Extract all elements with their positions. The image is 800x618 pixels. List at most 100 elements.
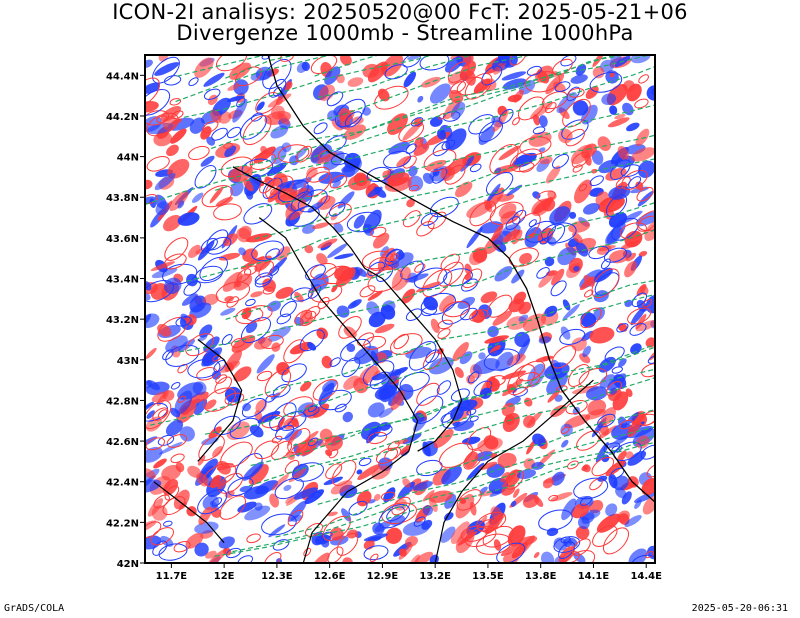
divergence-contour-line: [334, 403, 347, 413]
divergence-contour-negative: [145, 59, 153, 69]
divergence-contour-line: [361, 250, 394, 270]
divergence-contour-line: [478, 120, 503, 143]
divergence-contour-positive: [591, 168, 598, 174]
divergence-contour-line: [604, 346, 625, 363]
divergence-contour-negative: [462, 436, 481, 445]
divergence-contour-positive: [353, 377, 369, 394]
y-tick-label: 43.2N: [106, 315, 139, 326]
divergence-contour-line: [306, 166, 330, 183]
divergence-contour-positive: [595, 191, 609, 206]
divergence-contour-line: [628, 176, 642, 189]
divergence-contour-line: [194, 265, 224, 284]
divergence-contour-negative: [407, 175, 424, 192]
x-tick-label: 12E: [214, 571, 235, 582]
divergence-contour-line: [475, 533, 512, 555]
divergence-contour-line: [283, 339, 306, 364]
divergence-contour-line: [329, 357, 341, 367]
divergence-contour-line: [532, 126, 546, 135]
divergence-contour-positive: [218, 252, 241, 261]
divergence-contour-line: [262, 286, 275, 295]
divergence-contour-line: [254, 275, 272, 288]
divergence-contour-positive: [493, 61, 507, 75]
divergence-contour-positive: [597, 425, 618, 440]
divergence-contour-line: [346, 211, 381, 233]
divergence-contour-line: [336, 532, 359, 556]
divergence-contour-line: [482, 525, 514, 548]
divergence-contour-line: [322, 515, 351, 541]
divergence-contour-negative: [177, 200, 185, 209]
divergence-contour-line: [641, 363, 655, 378]
divergence-contour-line: [312, 491, 322, 499]
chart-title-line2: Divergenze 1000mb - Streamline 1000hPa: [176, 21, 634, 45]
divergence-contour-negative: [412, 481, 433, 491]
divergence-contour-positive: [163, 214, 182, 232]
divergence-contour-line: [262, 58, 292, 90]
divergence-contour-line: [359, 285, 376, 298]
divergence-contour-line: [157, 434, 175, 446]
y-tick-label: 44.4N: [106, 71, 139, 82]
divergence-contour-positive: [579, 276, 595, 291]
divergence-contour-negative: [158, 441, 183, 455]
divergence-contour-line: [572, 538, 591, 556]
streamline: [179, 229, 655, 353]
divergence-contour-positive: [616, 510, 630, 523]
divergence-contour-line: [432, 141, 451, 157]
divergence-contour-line: [469, 163, 482, 173]
divergence-contour-line: [368, 182, 376, 192]
divergence-contour-line: [560, 426, 570, 434]
divergence-contour-negative: [417, 95, 424, 103]
divergence-contour-positive: [581, 465, 589, 472]
divergence-contour-line: [550, 280, 567, 297]
divergence-contour-line: [460, 525, 488, 542]
divergence-contour-positive: [422, 490, 435, 502]
divergence-contour-line: [441, 301, 471, 325]
divergence-contour-positive: [153, 458, 167, 469]
divergence-contour-negative: [582, 345, 592, 358]
streamline: [215, 65, 655, 191]
divergence-contour-line: [408, 340, 437, 371]
divergence-contour-line: [634, 98, 649, 109]
divergence-contour-line: [261, 414, 284, 429]
divergence-contour-line: [467, 371, 480, 384]
divergence-contour-line: [602, 527, 630, 555]
divergence-contour-line: [156, 115, 168, 123]
divergence-contour-positive: [145, 179, 153, 190]
divergence-contour-negative: [436, 128, 447, 140]
divergence-contour-line: [405, 308, 423, 321]
divergence-contour-positive: [414, 137, 424, 148]
divergence-contour-line: [214, 376, 233, 394]
divergence-contour-negative: [202, 494, 220, 511]
divergence-contour-line: [246, 533, 261, 544]
divergence-contour-negative: [354, 266, 368, 277]
divergence-contour-negative: [510, 500, 517, 507]
divergence-contour-line: [621, 169, 648, 190]
divergence-contour-negative: [478, 352, 486, 360]
divergence-contour-line: [578, 368, 608, 388]
divergence-contour-positive: [254, 337, 272, 350]
divergence-contour-positive: [612, 391, 629, 411]
divergence-contour-positive: [254, 255, 272, 272]
divergence-contour-positive: [390, 390, 405, 411]
divergence-contour-negative: [561, 439, 569, 448]
divergence-contour-positive: [377, 88, 390, 102]
divergence-contour-line: [299, 329, 325, 352]
divergence-contour-line: [296, 145, 313, 163]
divergence-contour-line: [469, 200, 497, 227]
divergence-contour-line: [236, 268, 252, 283]
divergence-contour-line: [173, 541, 191, 553]
divergence-contour-line: [367, 268, 403, 293]
divergence-contour-negative: [368, 311, 386, 328]
divergence-contour-positive: [145, 101, 159, 113]
divergence-contour-negative: [192, 381, 207, 396]
divergence-contour-line: [583, 289, 594, 298]
region-boundary: [153, 481, 225, 544]
divergence-contour-positive: [248, 464, 269, 486]
divergence-contour-line: [437, 261, 464, 287]
divergence-contour-line: [565, 128, 585, 147]
divergence-contour-positive: [260, 145, 268, 154]
divergence-contour-positive: [198, 506, 213, 525]
divergence-contour-line: [227, 477, 254, 497]
divergence-contour-line: [338, 316, 362, 339]
divergence-contour-line: [237, 555, 254, 563]
divergence-contour-line: [467, 427, 492, 450]
